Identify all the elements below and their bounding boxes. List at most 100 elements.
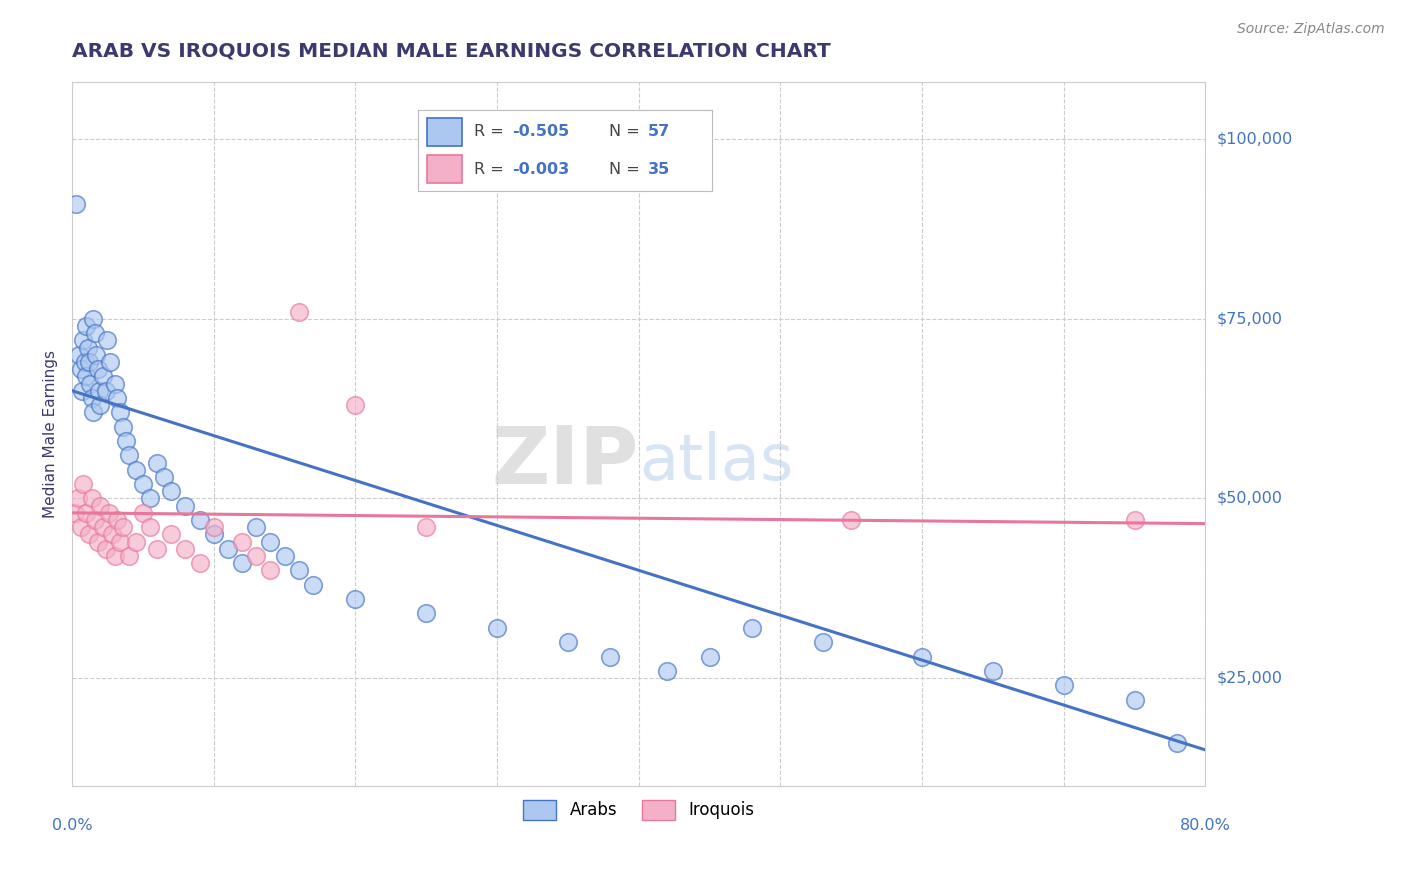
Point	[139, 491, 162, 506]
Point	[98, 355, 121, 369]
Point	[132, 477, 155, 491]
Point	[302, 577, 325, 591]
Point	[84, 348, 107, 362]
Point	[111, 419, 134, 434]
Point	[217, 541, 239, 556]
Text: $75,000: $75,000	[1216, 311, 1282, 326]
Point	[125, 463, 148, 477]
Point	[1123, 692, 1146, 706]
Point	[89, 499, 111, 513]
Point	[100, 527, 122, 541]
Point	[174, 541, 197, 556]
Point	[63, 506, 86, 520]
Point	[67, 348, 90, 362]
Point	[82, 405, 104, 419]
Point	[741, 621, 763, 635]
Point	[344, 592, 367, 607]
Point	[96, 334, 118, 348]
Point	[108, 405, 131, 419]
Point	[94, 384, 117, 398]
Point	[188, 513, 211, 527]
Point	[839, 513, 862, 527]
Point	[82, 311, 104, 326]
Point	[118, 549, 141, 563]
Point	[344, 398, 367, 412]
Text: ARAB VS IROQUOIS MEDIAN MALE EARNINGS CORRELATION CHART: ARAB VS IROQUOIS MEDIAN MALE EARNINGS CO…	[72, 42, 831, 61]
Point	[655, 664, 678, 678]
Point	[86, 534, 108, 549]
Point	[139, 520, 162, 534]
Point	[105, 513, 128, 527]
Point	[66, 491, 89, 506]
Point	[259, 534, 281, 549]
Point	[415, 607, 437, 621]
Point	[415, 520, 437, 534]
Point	[76, 341, 98, 355]
Point	[146, 541, 169, 556]
Point	[72, 477, 94, 491]
Point	[231, 556, 253, 570]
Point	[97, 506, 120, 520]
Point	[77, 527, 100, 541]
Point	[118, 448, 141, 462]
Point	[202, 527, 225, 541]
Point	[80, 491, 103, 506]
Point	[245, 520, 267, 534]
Point	[65, 197, 87, 211]
Point	[1053, 678, 1076, 692]
Point	[111, 520, 134, 534]
Point	[245, 549, 267, 563]
Point	[69, 520, 91, 534]
Text: atlas: atlas	[638, 431, 793, 493]
Point	[811, 635, 834, 649]
Point	[105, 391, 128, 405]
Point	[160, 484, 183, 499]
Point	[103, 376, 125, 391]
Legend: Arabs, Iroquois: Arabs, Iroquois	[516, 793, 762, 827]
Point	[981, 664, 1004, 678]
Point	[287, 304, 309, 318]
Point	[75, 369, 97, 384]
Point	[287, 563, 309, 577]
Point	[108, 534, 131, 549]
Y-axis label: Median Male Earnings: Median Male Earnings	[44, 350, 58, 518]
Point	[1166, 736, 1188, 750]
Point	[73, 355, 96, 369]
Point	[83, 326, 105, 341]
Point	[273, 549, 295, 563]
Point	[91, 520, 114, 534]
Point	[146, 456, 169, 470]
Text: 80.0%: 80.0%	[1180, 818, 1230, 833]
Text: $100,000: $100,000	[1216, 132, 1294, 147]
Point	[132, 506, 155, 520]
Text: 0.0%: 0.0%	[52, 818, 93, 833]
Point	[72, 334, 94, 348]
Text: ZIP: ZIP	[492, 423, 638, 501]
Point	[188, 556, 211, 570]
Point	[77, 355, 100, 369]
Point	[89, 398, 111, 412]
Point	[75, 319, 97, 334]
Point	[599, 649, 621, 664]
Point	[1123, 513, 1146, 527]
Point	[911, 649, 934, 664]
Point	[699, 649, 721, 664]
Point	[79, 376, 101, 391]
Point	[486, 621, 509, 635]
Point	[86, 362, 108, 376]
Point	[174, 499, 197, 513]
Point	[153, 470, 176, 484]
Point	[160, 527, 183, 541]
Point	[202, 520, 225, 534]
Point	[557, 635, 579, 649]
Point	[125, 534, 148, 549]
Text: Source: ZipAtlas.com: Source: ZipAtlas.com	[1237, 22, 1385, 37]
Point	[80, 391, 103, 405]
Point	[75, 506, 97, 520]
Point	[87, 384, 110, 398]
Point	[231, 534, 253, 549]
Point	[83, 513, 105, 527]
Point	[70, 384, 93, 398]
Point	[259, 563, 281, 577]
Text: $50,000: $50,000	[1216, 491, 1282, 506]
